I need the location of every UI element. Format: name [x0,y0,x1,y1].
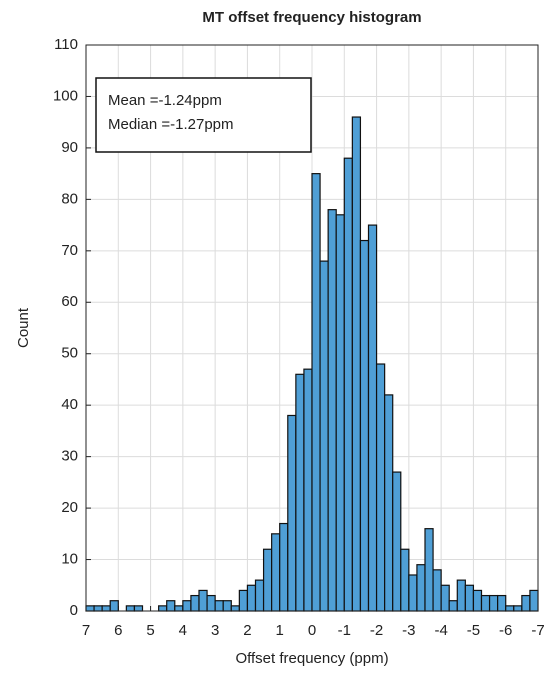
bar [214,600,224,612]
bar [408,574,418,612]
x-tick-label: 4 [179,622,187,639]
bar [206,594,216,612]
y-tick-label: 0 [70,602,78,619]
y-axis-label: Count [15,307,32,348]
bar [198,589,208,612]
y-tick-label: 100 [53,87,78,104]
bar [246,584,257,612]
bar [351,116,362,612]
x-tick-label: -6 [499,622,512,639]
bar [480,594,491,612]
x-tick-label: -4 [434,622,447,639]
bar [488,594,499,612]
x-tick-label: -1 [338,622,351,639]
bar [521,594,531,612]
plot-frame [85,44,539,612]
bar [464,584,475,612]
y-tick-label: 30 [61,448,78,465]
bar [343,157,353,612]
bar [424,528,434,612]
bar [375,363,386,612]
x-tick-label: 6 [114,622,122,639]
bar [529,589,539,612]
bar [456,579,466,612]
bar [85,605,95,612]
y-tick-label: 40 [61,396,78,413]
bar [505,605,515,612]
bar [392,471,402,612]
x-tick-label: 0 [308,622,316,639]
bar [101,605,111,612]
x-tick-label: 7 [82,622,90,639]
x-tick-label: 3 [211,622,219,639]
bar [359,239,370,612]
bar [262,548,273,612]
y-tick-label: 70 [61,242,78,259]
bar [416,564,426,612]
x-tick-label: -7 [531,622,544,639]
bar [497,594,507,612]
x-tick-label: -5 [467,622,480,639]
bar [384,394,394,612]
bar [400,548,410,612]
x-tick-label: 5 [146,622,154,639]
y-tick-label: 10 [61,551,78,568]
y-tick-label: 80 [61,190,78,207]
bar [513,605,523,612]
y-tick-label: 90 [61,139,78,156]
y-tick-label: 20 [61,499,78,516]
bar [222,600,232,612]
bar [238,589,249,612]
bar [440,584,450,612]
bar [327,209,337,612]
bar [174,605,184,612]
bar [166,600,176,612]
bar [287,414,297,612]
y-tick-label: 60 [61,293,78,310]
bar [190,594,200,612]
bar [319,260,329,612]
bar [335,214,345,612]
bar [271,533,281,612]
annotation: Median =-1.27ppm [108,116,234,133]
bar [158,605,168,612]
x-tick-label: 1 [276,622,284,639]
bar [295,373,305,612]
bar [432,569,442,612]
bar [182,600,192,612]
bar [254,579,265,612]
bar [109,600,119,612]
annotation: Mean =-1.24ppm [108,92,222,109]
bar [230,605,240,612]
y-tick-label: 110 [54,36,78,53]
bar [279,522,289,612]
x-tick-label: -3 [402,622,415,639]
bar [448,600,458,612]
y-tick-label: 50 [61,345,78,362]
x-tick-label: -2 [370,622,383,639]
bar [133,605,144,612]
bar [303,368,313,612]
annotation-box [95,77,312,153]
chart-title: MT offset frequency histogram [202,9,421,26]
bar [125,605,136,612]
bar [93,605,103,612]
x-tick-label: 2 [243,622,251,639]
bar [367,224,378,612]
bar [311,173,321,612]
bar [472,589,483,612]
x-axis-label: Offset frequency (ppm) [235,650,388,667]
